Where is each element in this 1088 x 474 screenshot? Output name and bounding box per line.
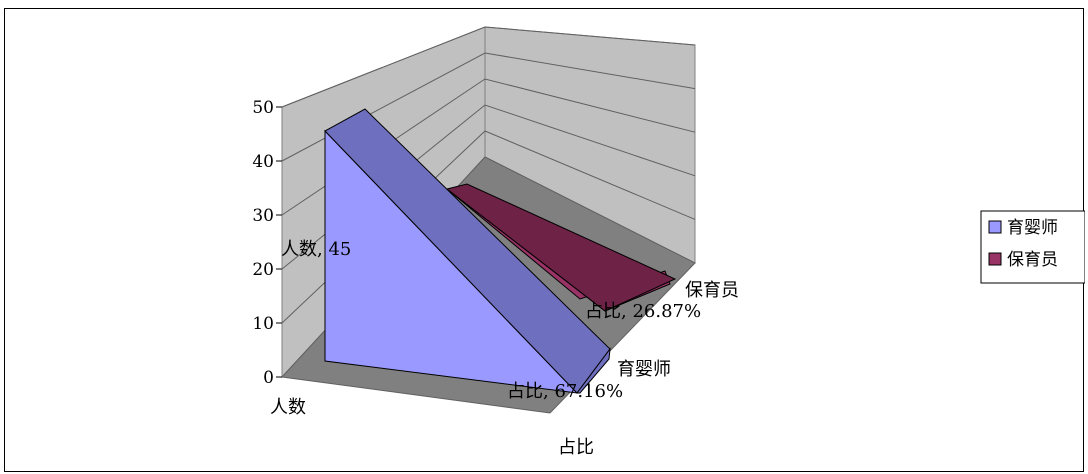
series-edge-育婴师 <box>576 347 611 394</box>
y-tick-label: 10 <box>252 314 274 334</box>
chart-data-labels: 人数, 45 占比, 67.16% 占比, 26.87% <box>281 239 701 402</box>
y-tick-label: 20 <box>252 260 274 280</box>
chart-depth-ticks: 育婴师 保育员 <box>617 280 739 380</box>
chart-y-ticks: 0 10 20 30 40 50 <box>252 98 282 388</box>
legend-swatch <box>988 220 1002 234</box>
depth-label: 保育员 <box>685 280 739 301</box>
chart-series-layer <box>324 108 677 394</box>
data-label: 人数, 45 <box>281 239 351 260</box>
y-tick-label: 40 <box>252 152 274 172</box>
y-tick-label: 0 <box>263 368 274 388</box>
data-label: 占比, 26.87% <box>585 301 701 322</box>
y-tick-label: 30 <box>252 206 274 226</box>
gridline <box>281 26 696 108</box>
depth-label: 育婴师 <box>617 359 671 380</box>
series-top-保育员 <box>445 183 677 312</box>
data-label: 占比, 67.16% <box>507 381 623 402</box>
category-label: 人数 <box>270 397 306 418</box>
y-tick-label: 50 <box>252 98 274 118</box>
chart-frame: 0 10 20 30 40 50 人数 占比 育婴师 保育员 人数, 45 占比, 67.16%… <box>4 8 1085 472</box>
legend-swatch <box>988 252 1002 266</box>
category-label: 占比 <box>558 437 594 458</box>
legend-label: 保育员 <box>1007 250 1058 270</box>
legend-label: 育婴师 <box>1007 218 1058 238</box>
